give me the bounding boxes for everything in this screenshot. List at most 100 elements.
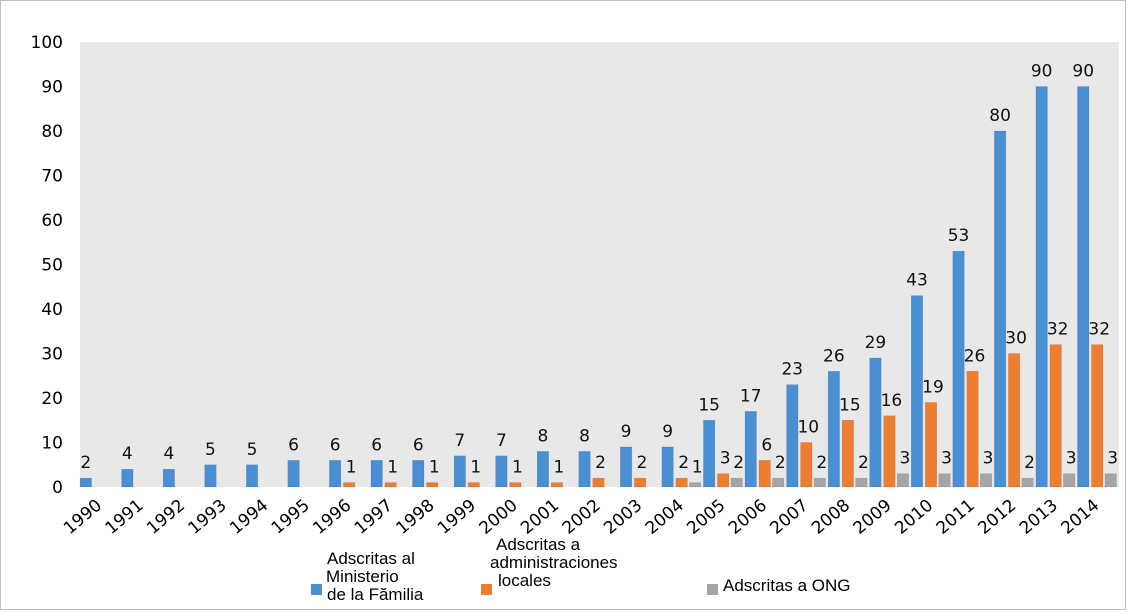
x-axis: 1990199119921993199419951996199719981999…: [60, 496, 1103, 539]
data-label: 7: [454, 431, 465, 451]
data-label: 2: [80, 453, 91, 473]
bar-ministerio: [329, 460, 342, 488]
data-label: 30: [1005, 329, 1027, 349]
data-label: 4: [122, 444, 133, 464]
x-tick-label: 2012: [974, 496, 1020, 539]
legend-swatch: [481, 584, 492, 595]
bar-ministerio: [1035, 86, 1048, 488]
x-tick-label: 1995: [268, 496, 314, 539]
data-label: 26: [823, 346, 845, 366]
legend-swatch: [707, 584, 718, 595]
y-tick-label: 70: [41, 167, 63, 187]
bar-locales: [384, 482, 397, 488]
y-axis: 0 10 20 30 40 50 60 70 80 90 100: [31, 33, 63, 498]
data-label: 5: [205, 440, 216, 460]
y-tick-label: 80: [41, 122, 63, 142]
bar-ministerio: [204, 464, 217, 488]
y-tick-label: 60: [41, 211, 63, 231]
bar-locales: [841, 420, 854, 488]
bar-ministerio: [1077, 86, 1090, 488]
bar-ong: [980, 473, 993, 488]
data-label: 1: [429, 458, 440, 478]
x-tick-label: 1999: [434, 496, 480, 539]
bar-ministerio: [869, 357, 882, 488]
bar-ministerio: [79, 477, 92, 488]
bar-ministerio: [246, 464, 259, 488]
x-tick-label: 1997: [351, 496, 397, 539]
data-label: 9: [621, 422, 632, 442]
bar-ministerio: [744, 411, 757, 488]
data-label: 3: [1107, 449, 1118, 469]
data-label: 26: [964, 346, 986, 366]
data-label: 4: [163, 444, 174, 464]
bar-ong: [813, 477, 826, 488]
data-label: 1: [387, 458, 398, 478]
legend-label: administraciones: [490, 553, 618, 572]
data-label: 2: [595, 453, 606, 473]
y-tick-label: 90: [41, 78, 63, 98]
bar-locales: [883, 415, 896, 488]
bar-locales: [1008, 353, 1021, 488]
bar-ong: [896, 473, 909, 488]
data-label: 7: [496, 431, 507, 451]
data-label: 6: [330, 435, 341, 455]
data-label: 3: [720, 449, 731, 469]
bar-locales: [467, 482, 480, 488]
data-label: 2: [678, 453, 689, 473]
data-label: 3: [900, 449, 911, 469]
bar-ministerio: [661, 446, 674, 488]
bar-ong: [855, 477, 868, 488]
data-label: 23: [781, 360, 803, 380]
data-label: 8: [579, 426, 590, 446]
bar-ministerio: [162, 468, 175, 488]
data-label: 6: [761, 435, 772, 455]
legend-swatch: [311, 584, 322, 595]
data-label: 17: [740, 386, 762, 406]
bar-ministerio: [453, 455, 466, 488]
data-label: 9: [662, 422, 673, 442]
data-label: 1: [470, 458, 481, 478]
data-label: 5: [247, 440, 258, 460]
x-tick-label: 2005: [683, 496, 729, 539]
bar-ong: [730, 477, 743, 488]
data-label: 2: [637, 453, 648, 473]
data-label: 8: [538, 426, 549, 446]
bar-ong: [689, 482, 702, 488]
y-tick-label: 0: [52, 478, 63, 498]
bar-ministerio: [703, 420, 716, 488]
data-label: 2: [858, 453, 869, 473]
bar-ministerio: [287, 460, 300, 488]
data-label: 10: [797, 418, 819, 438]
bar-ong: [1063, 473, 1076, 488]
bar-locales: [426, 482, 439, 488]
bar-ministerio: [495, 455, 508, 488]
bar-locales: [343, 482, 356, 488]
x-tick-label: 2006: [725, 496, 771, 539]
x-tick-label: 2014: [1057, 496, 1103, 539]
data-label: 6: [413, 435, 424, 455]
y-tick-label: 40: [41, 300, 63, 320]
bar-locales: [592, 477, 605, 488]
data-label: 3: [983, 449, 994, 469]
bar-ministerio: [952, 250, 965, 488]
data-label: 29: [865, 333, 887, 353]
data-label: 1: [554, 458, 565, 478]
bar-locales: [800, 442, 813, 488]
x-tick-label: 2000: [476, 496, 522, 539]
x-tick-label: 2010: [891, 496, 937, 539]
bar-locales: [550, 482, 563, 488]
x-tick-label: 1998: [392, 496, 438, 539]
x-tick-label: 2004: [642, 496, 688, 539]
bar-ministerio: [578, 451, 591, 488]
data-label: 80: [989, 106, 1011, 126]
data-label: 15: [839, 395, 861, 415]
y-tick-label: 30: [41, 345, 63, 365]
bar-ministerio: [370, 460, 383, 488]
data-label: 1: [346, 458, 357, 478]
bar-ministerio: [536, 451, 549, 488]
x-tick-label: 1990: [60, 496, 106, 539]
bar-locales: [634, 477, 647, 488]
data-label: 6: [371, 435, 382, 455]
